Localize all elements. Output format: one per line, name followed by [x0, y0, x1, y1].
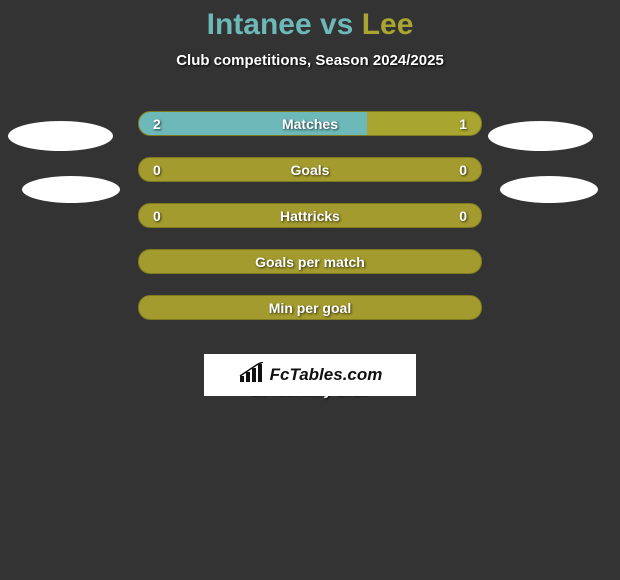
bar-chart-icon	[238, 362, 264, 389]
value-right: 0	[459, 204, 467, 227]
value-right: 1	[459, 112, 467, 135]
page-title: Intanee vs Lee	[0, 0, 620, 42]
metric-label: Matches	[139, 112, 481, 135]
metric-label: Goals	[139, 158, 481, 181]
metric-label: Hattricks	[139, 204, 481, 227]
stat-row: 0Hattricks0	[138, 203, 482, 228]
stat-row: Min per goal	[138, 295, 482, 320]
placeholder-ellipse	[8, 121, 113, 151]
metric-label: Min per goal	[139, 296, 481, 319]
metric-label: Goals per match	[139, 250, 481, 273]
vs-text: vs	[312, 8, 362, 41]
subtitle: Club competitions, Season 2024/2025	[0, 52, 620, 69]
placeholder-ellipse	[500, 176, 598, 203]
placeholder-ellipse	[488, 121, 593, 151]
value-right: 0	[459, 158, 467, 181]
stat-row: Goals per match	[138, 249, 482, 274]
player1-name: Intanee	[207, 8, 312, 41]
badge-label: FcTables.com	[270, 365, 383, 385]
stat-row: 0Goals0	[138, 157, 482, 182]
player2-name: Lee	[362, 8, 414, 41]
stat-row: 2Matches1	[138, 111, 482, 136]
source-badge[interactable]: FcTables.com	[204, 354, 416, 396]
placeholder-ellipse	[22, 176, 120, 203]
